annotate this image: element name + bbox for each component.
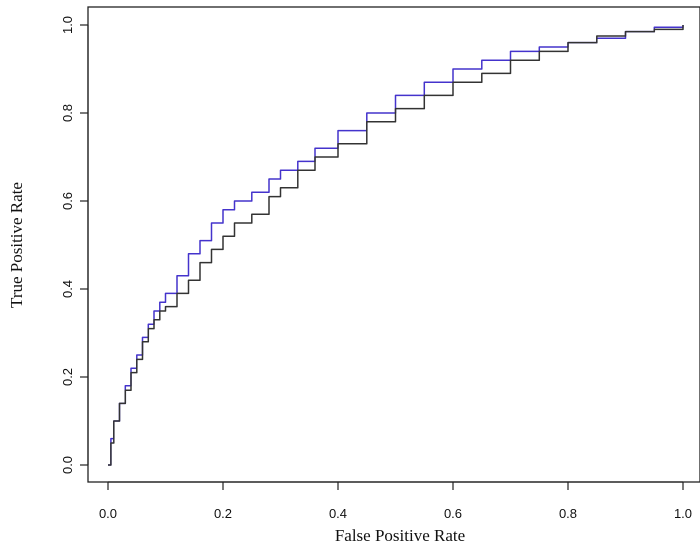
x-axis-title: False Positive Rate	[335, 526, 465, 545]
y-tick-label: 0.6	[60, 192, 75, 210]
y-tick-label: 1.0	[60, 16, 75, 34]
roc-curves	[108, 25, 684, 466]
y-tick-label: 0.0	[60, 456, 75, 474]
x-tick-label: 0.0	[99, 506, 117, 521]
x-tick-label: 0.8	[559, 506, 577, 521]
x-tick-label: 0.4	[329, 506, 347, 521]
x-tick-label: 0.6	[444, 506, 462, 521]
plot-frame	[87, 6, 700, 483]
roc-curve-2	[108, 25, 684, 466]
y-tick-label: 0.2	[60, 368, 75, 386]
roc-curve-1	[108, 25, 684, 466]
axis-lines	[87, 25, 683, 483]
x-tick-label: 1.0	[674, 506, 692, 521]
y-axis-ticks: 0.0 0.2 0.4 0.6 0.8 1.0	[60, 16, 88, 474]
y-axis-title: True Positive Rate	[7, 182, 26, 308]
x-axis-ticks: 0.0 0.2 0.4 0.6 0.8 1.0	[99, 482, 692, 521]
y-tick-label: 0.8	[60, 104, 75, 122]
y-tick-label: 0.4	[60, 280, 75, 298]
x-tick-label: 0.2	[214, 506, 232, 521]
